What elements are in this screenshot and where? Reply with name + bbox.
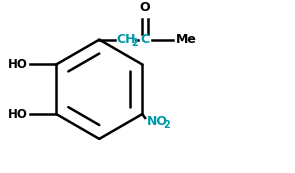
Text: CH: CH [117,33,136,46]
Text: 2: 2 [163,120,170,130]
Text: 2: 2 [132,38,138,48]
Text: O: O [140,1,150,14]
Text: HO: HO [8,58,28,71]
Text: C: C [140,33,150,46]
Text: Me: Me [176,33,196,46]
Text: NO: NO [147,115,168,128]
Text: HO: HO [8,108,28,121]
